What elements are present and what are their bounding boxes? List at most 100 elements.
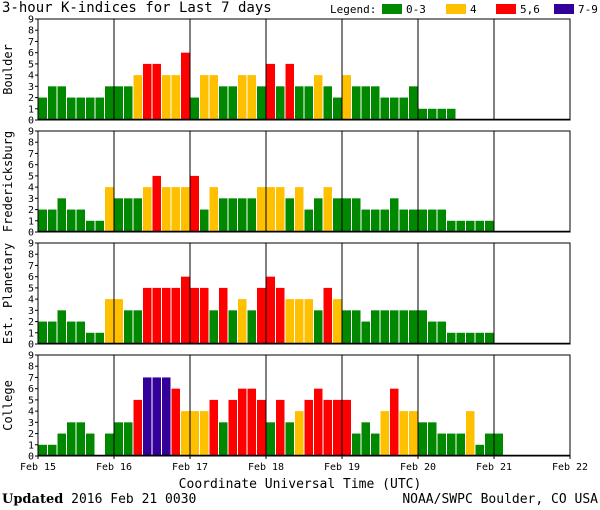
bar-fredericksburg xyxy=(133,198,142,232)
bar-fredericksburg xyxy=(200,209,209,232)
chart-title: 3-hour K-indices for Last 7 days xyxy=(2,0,272,16)
bar-college xyxy=(48,444,57,456)
bar-fredericksburg xyxy=(475,220,484,232)
bar-est-planetary xyxy=(133,310,142,344)
bar-college xyxy=(380,411,389,456)
bar-college xyxy=(124,422,133,456)
x-tick-label: Feb 22 xyxy=(552,462,588,473)
bar-fredericksburg xyxy=(342,198,351,232)
bar-college xyxy=(152,377,161,456)
bar-college xyxy=(352,433,361,456)
bar-college xyxy=(171,388,180,456)
y-tick-label: 8 xyxy=(28,250,34,261)
bar-est-planetary xyxy=(285,299,294,344)
bar-boulder xyxy=(371,86,380,120)
bar-fredericksburg xyxy=(38,209,47,232)
y-tick-label: 9 xyxy=(28,351,34,362)
y-tick-label: 3 xyxy=(28,82,34,93)
bar-est-planetary xyxy=(266,276,275,344)
bar-est-planetary xyxy=(67,321,76,344)
bar-fredericksburg xyxy=(209,187,218,232)
bar-fredericksburg xyxy=(228,198,237,232)
bar-college xyxy=(314,388,323,456)
bar-boulder xyxy=(257,86,266,120)
bar-boulder xyxy=(285,63,294,120)
bar-boulder xyxy=(447,108,456,120)
bar-boulder xyxy=(181,52,190,120)
bar-boulder xyxy=(295,86,304,120)
bar-est-planetary xyxy=(333,299,342,344)
bar-college xyxy=(447,433,456,456)
bar-fredericksburg xyxy=(276,187,285,232)
bar-est-planetary xyxy=(276,287,285,344)
y-tick-label: 1 xyxy=(28,104,34,115)
bar-boulder xyxy=(333,97,342,120)
y-tick-label: 0 xyxy=(28,228,34,239)
bar-boulder xyxy=(418,108,427,120)
bar-est-planetary xyxy=(380,310,389,344)
bar-est-planetary xyxy=(219,287,228,344)
bar-fredericksburg xyxy=(371,209,380,232)
bar-fredericksburg xyxy=(323,187,332,232)
bar-boulder xyxy=(162,75,171,120)
bar-boulder xyxy=(38,97,47,120)
y-tick-label: 1 xyxy=(28,440,34,451)
legend-item-4: 4 xyxy=(446,3,486,17)
bar-fredericksburg xyxy=(143,187,152,232)
bar-est-planetary xyxy=(143,287,152,344)
updated-label: Updated xyxy=(2,492,64,507)
bar-est-planetary xyxy=(371,310,380,344)
bar-boulder xyxy=(86,97,95,120)
y-tick-label: 3 xyxy=(28,306,34,317)
bar-est-planetary xyxy=(181,276,190,344)
bar-fredericksburg xyxy=(266,187,275,232)
bar-college xyxy=(200,411,209,456)
x-tick-label: Feb 15 xyxy=(20,462,56,473)
bar-boulder xyxy=(380,97,389,120)
bar-college xyxy=(209,399,218,456)
bar-college xyxy=(162,377,171,456)
bar-college xyxy=(57,433,66,456)
bar-est-planetary xyxy=(361,321,370,344)
panel-title-fredericksburg: Fredericksburg xyxy=(1,131,15,232)
bar-college xyxy=(86,433,95,456)
bar-college xyxy=(399,411,408,456)
legend-swatch-4 xyxy=(446,4,466,14)
bar-boulder xyxy=(238,75,247,120)
bar-boulder xyxy=(152,63,161,120)
bar-fredericksburg xyxy=(380,209,389,232)
x-tick-label: Feb 20 xyxy=(400,462,436,473)
bar-fredericksburg xyxy=(390,198,399,232)
bar-college xyxy=(228,399,237,456)
y-tick-label: 9 xyxy=(28,127,34,138)
bar-est-planetary xyxy=(475,332,484,344)
bar-boulder xyxy=(190,97,199,120)
bar-est-planetary xyxy=(76,321,85,344)
bar-fredericksburg xyxy=(67,209,76,232)
y-tick-label: 7 xyxy=(28,373,34,384)
bar-fredericksburg xyxy=(48,209,57,232)
bar-college xyxy=(133,399,142,456)
bar-college xyxy=(257,399,266,456)
x-axis-label: Coordinate Universal Time (UTC) xyxy=(178,477,422,492)
bar-est-planetary xyxy=(57,310,66,344)
y-tick-label: 0 xyxy=(28,340,34,351)
bar-college xyxy=(266,422,275,456)
bar-fredericksburg xyxy=(437,209,446,232)
bar-est-planetary xyxy=(152,287,161,344)
bar-college xyxy=(76,422,85,456)
y-tick-label: 6 xyxy=(28,160,34,171)
bar-boulder xyxy=(105,86,114,120)
bar-est-planetary xyxy=(228,310,237,344)
y-tick-label: 0 xyxy=(28,452,34,463)
y-tick-label: 8 xyxy=(28,138,34,149)
bar-est-planetary xyxy=(190,287,199,344)
bar-college xyxy=(456,433,465,456)
bar-fredericksburg xyxy=(247,198,256,232)
bar-fredericksburg xyxy=(181,187,190,232)
bar-college xyxy=(342,399,351,456)
bar-est-planetary xyxy=(437,321,446,344)
legend-swatch-5-6 xyxy=(496,4,516,14)
bar-est-planetary xyxy=(86,332,95,344)
